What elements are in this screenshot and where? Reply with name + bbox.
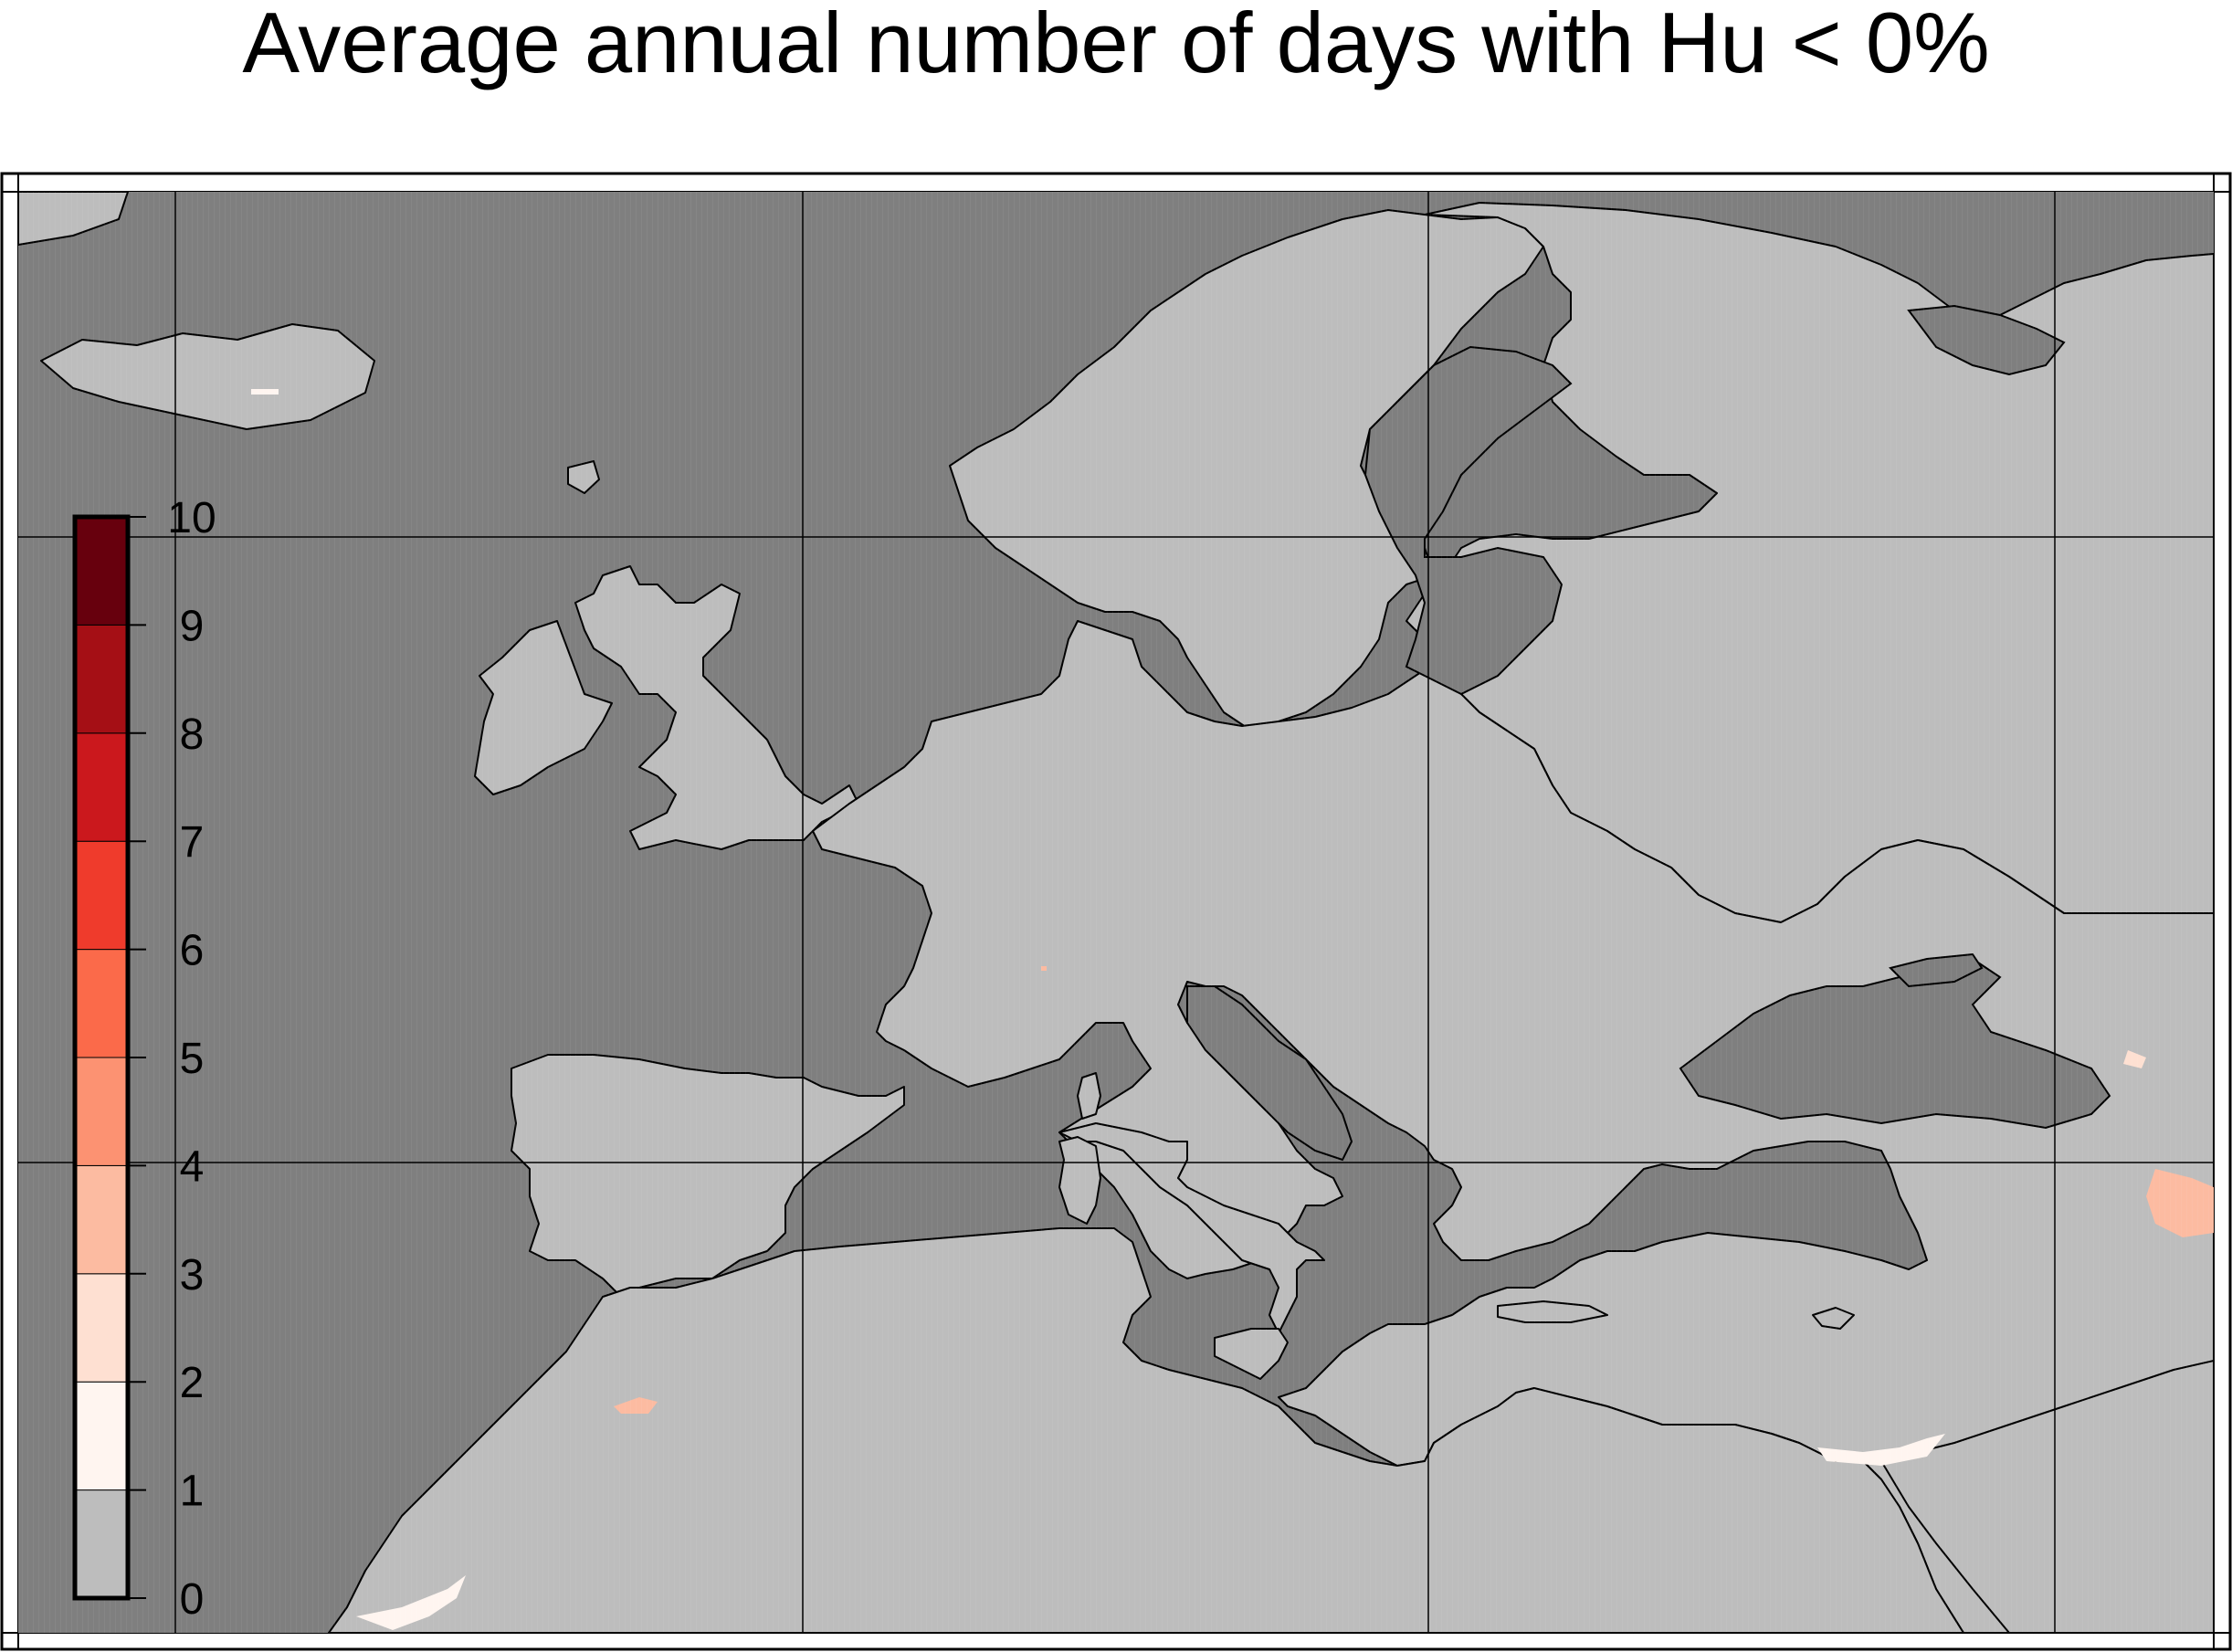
colorbar-tick-label: 0 [180,1575,205,1624]
colorbar-tick-label: 9 [180,602,205,650]
map-title: Average annual number of days with Hu < … [242,0,1990,90]
colorbar-tick-label: 7 [180,818,205,867]
colorbar-tick-label: 3 [180,1251,205,1300]
colorbar-bin [74,1381,129,1491]
colorbar-bin [74,732,129,842]
colorbar-bin [74,1489,129,1599]
map-area [18,192,2214,1633]
colorbar-bin [74,949,129,1058]
colorbar-tick-label: 4 [180,1142,205,1191]
colorbar-bin [74,1164,129,1275]
colorbar-tick-label: 1 [180,1468,205,1516]
colorbar-tick-label: 10 [167,494,216,542]
colorbar-bin [74,516,129,626]
colorbar-bin [74,624,129,734]
colorbar-tick-label: 6 [180,927,205,975]
colorbar-bin [74,840,129,951]
colorbar-bin [74,1273,129,1383]
colorbar-legend: 0 1 2 3 4 5 6 7 8 9 10 [72,494,216,1624]
colorbar-tick-label: 2 [180,1359,205,1407]
colorbar-tick-label: 5 [180,1035,205,1083]
graticule [18,192,2214,1633]
colorbar-bin [74,1057,129,1166]
stripe-texture [18,192,2214,1633]
colorbar-tick-label: 8 [180,710,205,759]
